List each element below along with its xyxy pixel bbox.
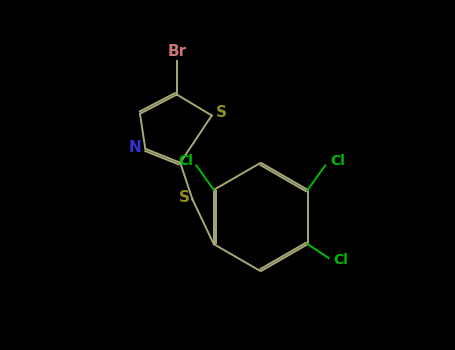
- Text: S: S: [179, 190, 190, 205]
- Text: N: N: [129, 140, 142, 154]
- Text: S: S: [216, 105, 227, 120]
- Text: Cl: Cl: [330, 154, 345, 168]
- Text: Cl: Cl: [178, 154, 193, 168]
- Text: Cl: Cl: [334, 253, 349, 267]
- Text: Br: Br: [167, 44, 186, 59]
